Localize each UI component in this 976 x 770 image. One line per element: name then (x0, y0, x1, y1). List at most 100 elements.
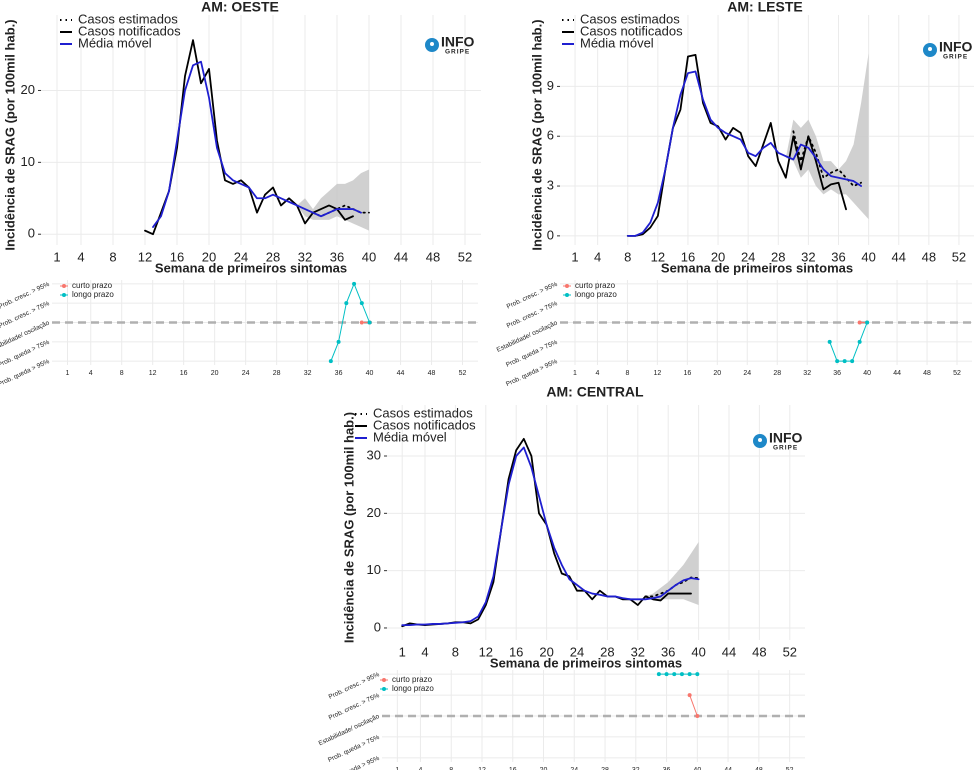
x-tick-label: 52 (953, 370, 961, 377)
x-tick-label: 4 (77, 249, 84, 264)
x-tick-label: 32 (632, 767, 640, 770)
series-point (359, 320, 364, 325)
x-tick-label: 36 (330, 249, 344, 264)
logo-subtext: GRIPE (943, 54, 968, 61)
x-tick-label: 28 (273, 370, 281, 377)
x-tick-label: 28 (601, 767, 609, 770)
x-tick-label: 1 (395, 767, 399, 770)
series-point (367, 320, 372, 325)
series-point (695, 714, 700, 718)
x-tick-label: 32 (801, 249, 815, 264)
x-tick-label: 8 (120, 370, 124, 377)
x-tick-label: 52 (786, 767, 794, 770)
x-tick-label: 32 (298, 249, 312, 264)
x-tick-label: 20 (711, 249, 725, 264)
legend-label: Casos estimados (373, 405, 473, 420)
x-tick-label: 32 (631, 644, 645, 659)
x-tick-label: 44 (722, 644, 736, 659)
series-line (829, 322, 868, 362)
series-point (344, 301, 349, 306)
legend-label: Média móvel (373, 429, 447, 444)
x-tick-label: 36 (335, 370, 343, 377)
y-tick-label: 20 (367, 505, 381, 520)
x-tick-label: 48 (428, 370, 436, 377)
series-point (359, 301, 364, 306)
legend-label: Média móvel (78, 35, 152, 50)
x-tick-label: 1 (399, 644, 406, 659)
legend-label: Casos notificados (78, 23, 181, 38)
series-point (695, 672, 700, 677)
logo-subtext: GRIPE (773, 445, 798, 452)
x-tick-label: 1 (66, 370, 70, 377)
x-tick-label: 8 (109, 249, 116, 264)
confidence-band (785, 53, 869, 220)
y-tick-label: 9 (547, 78, 554, 93)
x-tick-label: 16 (509, 767, 517, 770)
series-point (835, 359, 840, 364)
x-tick-label: 32 (304, 370, 312, 377)
logo-text: INFO (939, 39, 973, 55)
x-tick-label: 24 (570, 767, 578, 770)
legend-swatch (382, 687, 386, 691)
logo-pin-dot (928, 47, 932, 51)
x-tick-label: 12 (651, 249, 665, 264)
chart-title: AM: LESTE (727, 0, 802, 15)
y-axis-label: Incidência de SRAG (por 100mil hab.) (341, 412, 356, 643)
logo-text: INFO (441, 34, 475, 50)
x-tick-label: 44 (891, 249, 905, 264)
x-tick-label: 4 (594, 249, 601, 264)
legend-swatch (565, 293, 569, 297)
x-tick-label: 16 (509, 644, 523, 659)
y-tick-label: 0 (28, 226, 35, 241)
y-tick-label: 10 (367, 562, 381, 577)
series-point (687, 693, 692, 698)
y-tick-label: 0 (374, 619, 381, 634)
x-tick-label: 16 (180, 370, 188, 377)
x-tick-label: 24 (234, 249, 248, 264)
x-tick-label: 44 (394, 249, 408, 264)
x-tick-label: 40 (366, 370, 374, 377)
x-tick-label: 16 (681, 249, 695, 264)
x-tick-label: 8 (449, 767, 453, 770)
legend-swatch (565, 284, 569, 288)
legend-label: longo prazo (575, 290, 617, 299)
y-tick-label: 3 (547, 177, 554, 192)
y-tick-label: 10 (21, 154, 35, 169)
x-tick-label: 36 (833, 370, 841, 377)
chart-title: AM: OESTE (201, 0, 279, 15)
x-tick-label: 20 (211, 370, 219, 377)
x-axis-label: Semana de primeiros sintomas (661, 260, 853, 275)
x-tick-label: 4 (89, 370, 93, 377)
x-tick-label: 24 (570, 644, 584, 659)
logo-subtext: GRIPE (445, 49, 470, 56)
x-tick-label: 28 (266, 249, 280, 264)
legend-label: Casos estimados (78, 11, 178, 26)
series-point (857, 320, 862, 325)
x-tick-label: 40 (693, 767, 701, 770)
series-point (687, 672, 692, 677)
x-tick-label: 12 (478, 767, 486, 770)
x-tick-label: 16 (683, 370, 691, 377)
legend-label: Casos notificados (580, 23, 683, 38)
series-point (664, 672, 669, 677)
series-point (857, 339, 862, 344)
legend-label: Casos notificados (373, 417, 476, 432)
legend-label: curto prazo (392, 675, 433, 684)
x-tick-label: 40 (861, 249, 875, 264)
x-tick-label: 52 (952, 249, 966, 264)
x-tick-label: 8 (625, 370, 629, 377)
x-tick-label: 48 (922, 249, 936, 264)
x-tick-label: 48 (755, 767, 763, 770)
x-tick-label: 40 (362, 249, 376, 264)
x-tick-label: 52 (783, 644, 797, 659)
series-point (679, 672, 684, 677)
legend-label: longo prazo (392, 684, 434, 693)
x-tick-label: 8 (452, 644, 459, 659)
legend-swatch (62, 293, 66, 297)
